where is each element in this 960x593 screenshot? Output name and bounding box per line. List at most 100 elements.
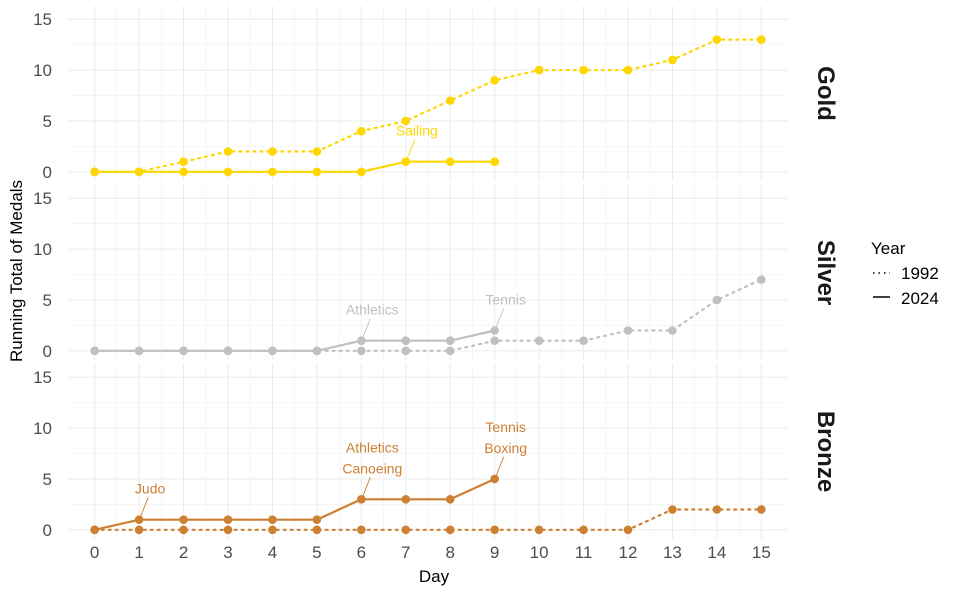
data-point-1992 <box>357 525 366 535</box>
series-line-1992 <box>93 38 763 173</box>
data-point-2024 <box>179 167 188 177</box>
data-point-2024 <box>357 336 366 345</box>
data-point-2024 <box>445 495 455 504</box>
y-tick-label: 10 <box>33 61 52 80</box>
annotation-label: Canoeing <box>342 460 402 476</box>
data-point-1992 <box>312 525 322 535</box>
data-point-1992 <box>268 525 277 535</box>
annotation-leader <box>361 318 371 339</box>
data-point-1992 <box>445 346 455 356</box>
data-point-1992 <box>268 147 277 156</box>
data-point-2024 <box>445 336 455 345</box>
annotation-leader <box>495 456 505 478</box>
data-point-2024 <box>134 346 144 356</box>
data-point-2024 <box>312 167 322 177</box>
x-tick-label: 2 <box>179 543 188 562</box>
annotation-label: Tennis <box>485 419 525 435</box>
data-point-1992 <box>579 525 588 535</box>
series-line-1992 <box>93 508 763 531</box>
data-point-2024 <box>268 515 277 524</box>
data-point-1992 <box>534 336 544 345</box>
data-point-2024 <box>223 346 233 356</box>
data-point-1992 <box>712 505 722 514</box>
panel-bronze: 0 5 10 15 Judo Athletics Canoeing Tennis Boxing B… <box>33 364 839 540</box>
annotation-label: Athletics <box>346 439 399 455</box>
legend-label-1992: 1992 <box>901 264 939 283</box>
data-point-2024 <box>179 515 188 524</box>
data-point-1992 <box>579 336 588 345</box>
x-tick-label: 4 <box>268 543 277 562</box>
chart-panels: 0 5 10 15 Sailing Gold 0 5 10 15 Athletics Tennis Si… <box>33 6 839 540</box>
data-point-2024 <box>134 515 144 524</box>
data-point-1992 <box>445 96 455 105</box>
panel-gold: 0 5 10 15 Sailing Gold <box>33 6 839 182</box>
series-line-2024 <box>94 160 495 173</box>
data-point-2024 <box>490 474 499 484</box>
x-tick-label: 8 <box>445 543 454 562</box>
data-point-1992 <box>490 75 499 85</box>
annotation-label: Athletics <box>346 302 399 318</box>
strip-label-silver: Silver <box>812 240 839 305</box>
data-point-1992 <box>712 35 722 44</box>
x-tick-label: 5 <box>312 543 321 562</box>
y-tick-label: 0 <box>43 342 52 361</box>
data-point-1992 <box>623 65 633 75</box>
data-point-1992 <box>668 505 677 514</box>
data-point-1992 <box>668 55 677 65</box>
data-point-2024 <box>268 346 277 356</box>
annotation-leader <box>495 308 505 329</box>
x-tick-label: 11 <box>575 543 593 562</box>
annotation-label: Tennis <box>485 291 525 307</box>
data-point-2024 <box>312 346 322 356</box>
y-tick-label: 5 <box>43 470 52 489</box>
data-point-1992 <box>401 525 411 535</box>
x-tick-label: 14 <box>707 543 726 562</box>
data-point-1992 <box>357 346 366 356</box>
x-axis: 0 1 2 3 4 5 6 7 8 9 10 11 12 13 14 15 <box>90 543 771 562</box>
strip-label-gold: Gold <box>812 66 839 121</box>
data-point-1992 <box>757 505 766 514</box>
panel-silver: 0 5 10 15 Athletics Tennis Silver <box>33 185 839 361</box>
x-tick-label: 0 <box>90 543 99 562</box>
data-point-1992 <box>534 65 544 75</box>
data-point-2024 <box>312 515 322 524</box>
data-point-1992 <box>179 157 188 166</box>
legend-title: Year <box>871 239 906 258</box>
data-point-1992 <box>712 295 722 305</box>
annotation-label: Judo <box>135 481 166 497</box>
data-point-1992 <box>223 525 233 535</box>
y-tick-label: 15 <box>33 10 52 29</box>
annotation-leader <box>406 139 416 160</box>
y-tick-label: 15 <box>33 189 52 208</box>
series-line-2024 <box>94 329 495 352</box>
data-point-2024 <box>357 495 366 504</box>
data-point-1992 <box>357 126 366 136</box>
annotation-label: Sailing <box>396 123 438 139</box>
y-tick-label: 5 <box>43 291 52 310</box>
y-tick-label: 0 <box>43 521 52 540</box>
data-point-1992 <box>134 525 144 535</box>
y-tick-label: 5 <box>43 112 52 131</box>
data-point-2024 <box>223 515 233 524</box>
data-point-1992 <box>757 35 766 44</box>
series-line-2024 <box>94 477 496 531</box>
y-tick-label: 10 <box>33 240 52 259</box>
annotation-leader <box>361 477 371 498</box>
data-point-1992 <box>179 525 188 535</box>
data-point-2024 <box>223 167 233 177</box>
x-axis-title: Day <box>419 567 450 586</box>
data-point-2024 <box>401 336 411 345</box>
data-point-1992 <box>490 336 499 345</box>
data-point-2024 <box>179 346 188 356</box>
strip-label-bronze: Bronze <box>812 411 839 492</box>
data-point-1992 <box>757 275 766 284</box>
x-tick-label: 12 <box>619 543 638 562</box>
x-tick-label: 15 <box>752 543 771 562</box>
data-point-2024 <box>268 167 277 177</box>
x-tick-label: 7 <box>401 543 410 562</box>
data-point-1992 <box>668 326 677 335</box>
data-point-2024 <box>490 157 499 166</box>
data-point-1992 <box>401 346 411 356</box>
x-tick-label: 1 <box>134 543 143 562</box>
